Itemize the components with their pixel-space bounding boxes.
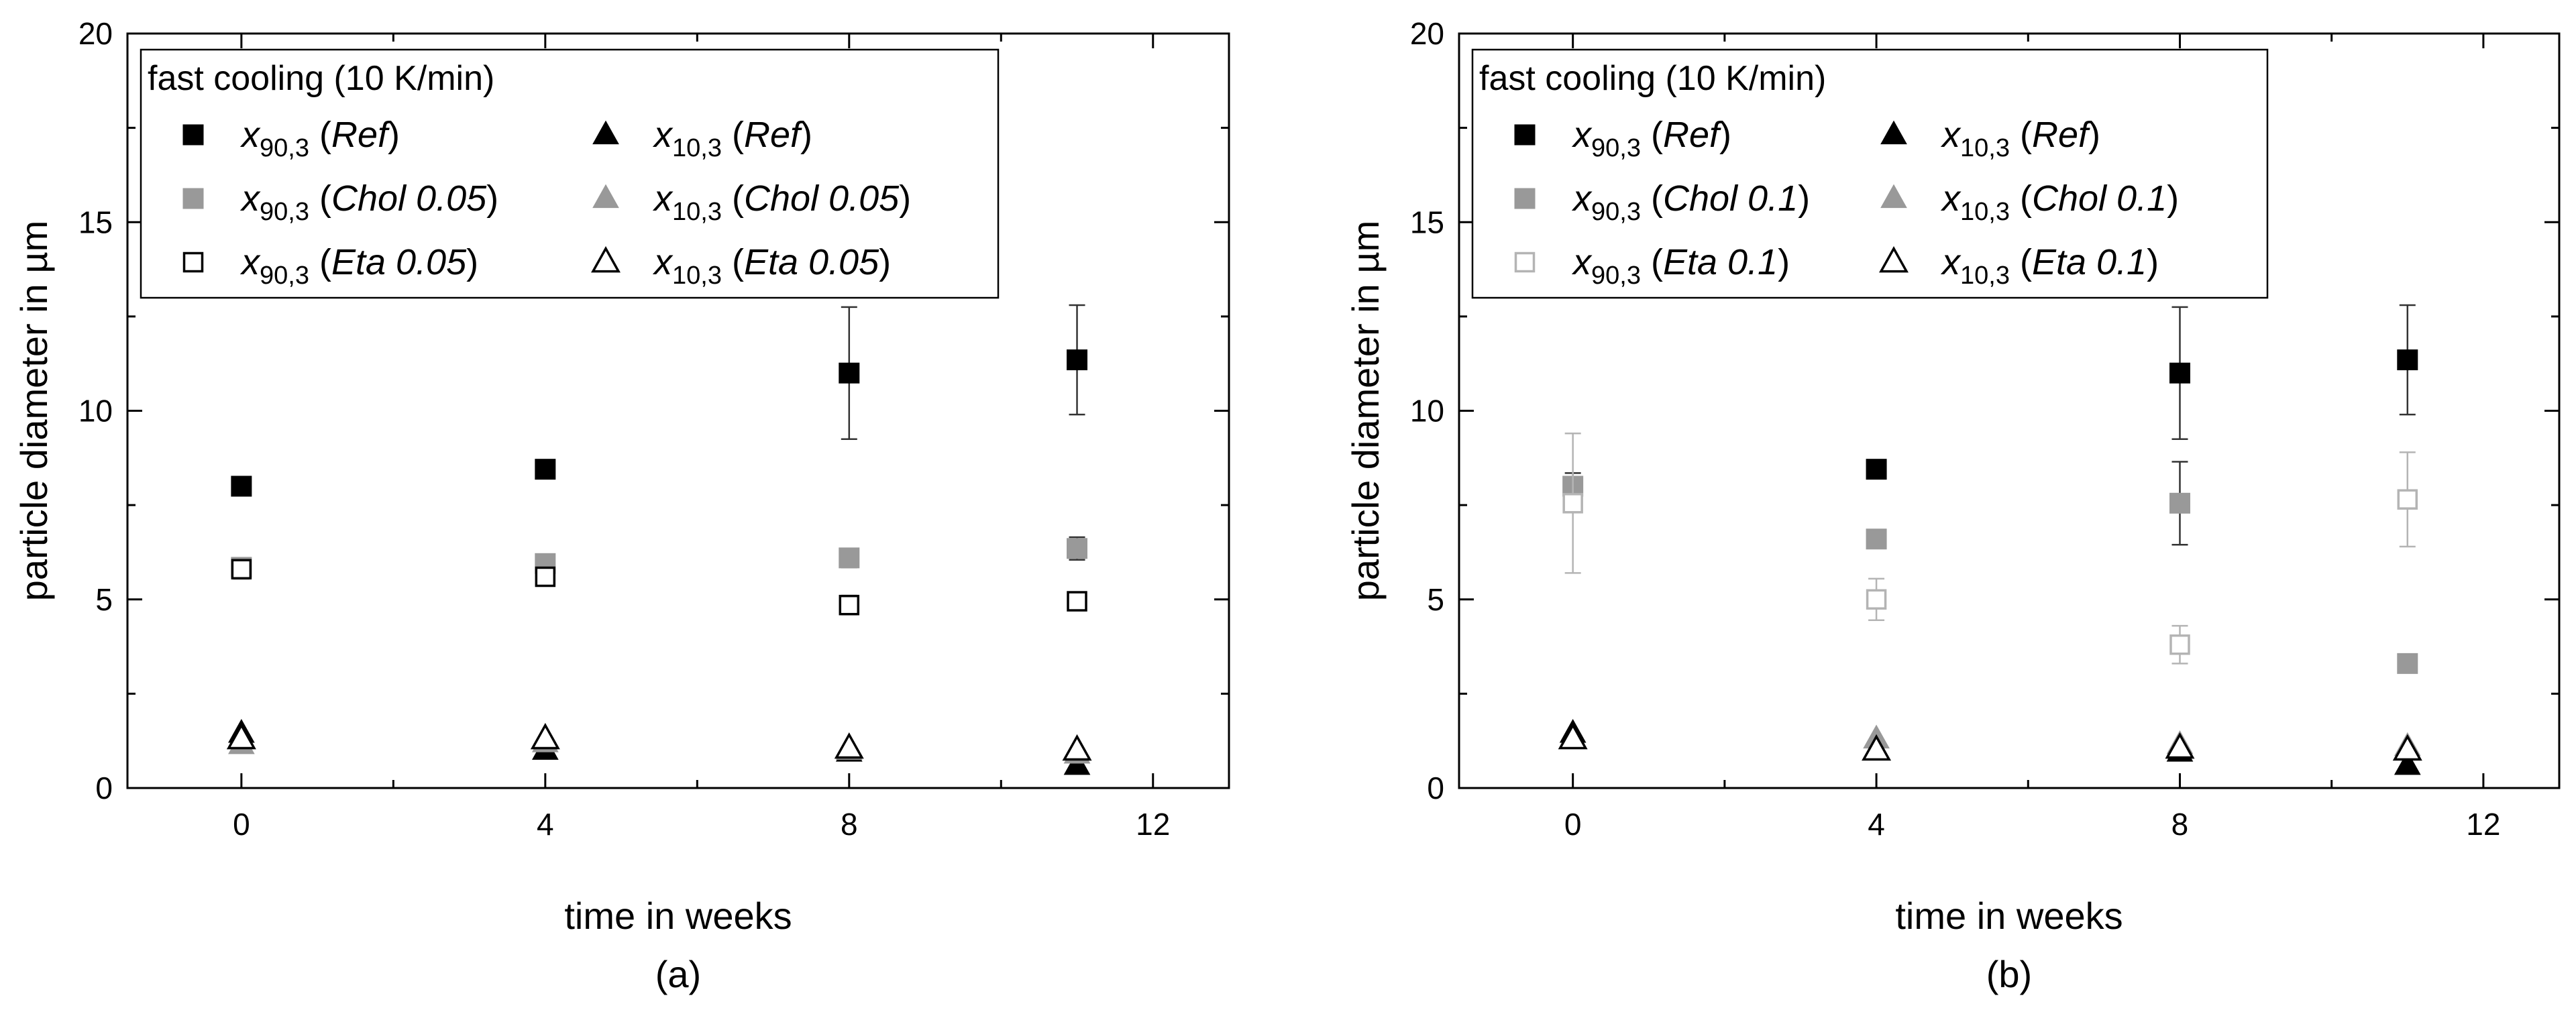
legend-marker (591, 246, 621, 273)
legend-marker (592, 184, 619, 209)
data-point (535, 459, 556, 480)
data-point (1862, 734, 1892, 761)
y-tick-label: 20 (78, 16, 113, 51)
data-point (1067, 538, 1088, 559)
legend-entry-label: x90,3 (Eta 0.05) (239, 242, 478, 290)
panel-label: (b) (1986, 953, 2032, 995)
legend-entry-label: x10,3 (Eta 0.1) (1940, 242, 2159, 290)
data-point (2394, 750, 2421, 775)
legend-entry-label: x10,3 (Ref) (1940, 115, 2100, 162)
data-point (1062, 734, 1092, 761)
data-point (839, 362, 860, 384)
y-axis-label: particle diameter in µm (13, 221, 55, 602)
series-x90-3-ref- (231, 304, 1088, 497)
x-axis-label: time in weeks (564, 895, 792, 937)
data-point (1866, 589, 1887, 610)
x-tick-label: 12 (2466, 807, 2500, 842)
x-tick-label: 12 (1136, 807, 1170, 842)
data-point (535, 566, 556, 587)
data-point (1067, 349, 1088, 371)
series-x10-3-ref- (1559, 719, 2421, 775)
y-tick-label: 15 (78, 205, 113, 239)
x-tick-label: 4 (537, 807, 554, 842)
legend-entry-label: x10,3 (Eta 0.05) (652, 242, 891, 290)
legend-marker (182, 188, 204, 209)
legend-title: fast cooling (10 K/min) (148, 59, 494, 98)
legend-entry-label: x90,3 (Chol 0.05) (239, 178, 498, 226)
data-point (2392, 734, 2422, 761)
x-tick-label: 4 (1868, 807, 1885, 842)
legend-entry-label: x90,3 (Ref) (239, 115, 400, 162)
series-x90-3-chol-0-1- (1562, 461, 2418, 674)
legend-entry-label: x90,3 (Ref) (1571, 115, 1731, 162)
data-point (1866, 459, 1887, 480)
data-point (2169, 634, 2190, 655)
data-point (1558, 722, 1588, 750)
y-tick-label: 15 (1410, 205, 1444, 239)
legend-marker (1514, 251, 1536, 273)
data-point (2165, 732, 2195, 759)
series-x90-3-ref- (1866, 304, 2418, 480)
x-tick-label: 0 (1564, 807, 1582, 842)
data-point (1866, 528, 1887, 550)
x-tick-label: 0 (233, 807, 250, 842)
legend: fast cooling (10 K/min) x90,3 (Ref) x90,3 … (140, 48, 1000, 299)
y-axis-label: particle diameter in µm (1344, 221, 1387, 602)
y-tick-label: 5 (95, 582, 113, 617)
data-point (530, 722, 560, 750)
data-point (839, 594, 860, 616)
legend-marker (182, 251, 204, 273)
legend-entry-label: x10,3 (Ref) (652, 115, 812, 162)
legend-entry-label: x90,3 (Chol 0.1) (1571, 178, 1810, 226)
legend-entry-label: x10,3 (Chol 0.1) (1940, 178, 2179, 226)
panel-label: (a) (655, 953, 701, 995)
legend-marker (1514, 124, 1536, 146)
data-point (231, 475, 252, 497)
data-point (2397, 489, 2418, 510)
legend-marker (1879, 246, 1909, 273)
x-tick-label: 8 (841, 807, 858, 842)
y-tick-label: 10 (78, 394, 113, 429)
legend-title: fast cooling (10 K/min) (1479, 59, 1826, 98)
legend: fast cooling (10 K/min) x90,3 (Ref) x90,3 … (1471, 48, 2269, 299)
chart-panel-a: 0 4 8 12 0 5 10 15 20 time in weeks (a) particle di… (13, 16, 1230, 995)
series-x10-3-chol-0-05- (228, 728, 1091, 764)
data-point (2169, 362, 2190, 384)
x-axis-label: time in weeks (1895, 895, 2123, 937)
data-point (834, 732, 864, 759)
series-x10-3-eta-0-1- (1558, 722, 2422, 761)
data-point (226, 722, 256, 750)
series-x10-3-eta-0-05- (226, 722, 1092, 761)
series-x10-3-ref- (228, 719, 1091, 775)
legend-entry-label: x10,3 (Chol 0.05) (652, 178, 911, 226)
series-x10-3-chol-0-1- (1559, 724, 2421, 756)
legend-box (1471, 48, 2269, 299)
x-tick-label: 8 (2171, 807, 2189, 842)
y-tick-label: 5 (1427, 582, 1444, 617)
data-point (1067, 591, 1087, 612)
y-tick-label: 10 (1410, 394, 1444, 429)
legend-marker (1880, 184, 1907, 209)
legend-marker (1880, 120, 1907, 145)
chart-panel-b: 0 4 8 12 0 5 10 15 20 time in weeks (b) particle di… (1344, 16, 2561, 995)
data-point (2397, 653, 2418, 674)
legend-box (140, 48, 1000, 299)
y-tick-label: 0 (95, 771, 113, 805)
data-point (2397, 349, 2418, 371)
legend-marker (592, 120, 619, 145)
legend-marker (1514, 188, 1536, 209)
data-point (1562, 493, 1583, 514)
series-x90-3-eta-0-1- (1562, 433, 2418, 665)
y-tick-label: 0 (1427, 771, 1444, 805)
series-x90-3-chol-0-05- (231, 536, 1088, 578)
data-point (2169, 492, 2190, 514)
y-tick-label: 20 (1410, 16, 1444, 51)
data-point (839, 547, 860, 569)
series-x90-3-eta-0-05- (231, 559, 1087, 616)
legend-entry-label: x90,3 (Eta 0.1) (1571, 242, 1790, 290)
legend-marker (182, 124, 204, 146)
data-point (231, 559, 252, 579)
